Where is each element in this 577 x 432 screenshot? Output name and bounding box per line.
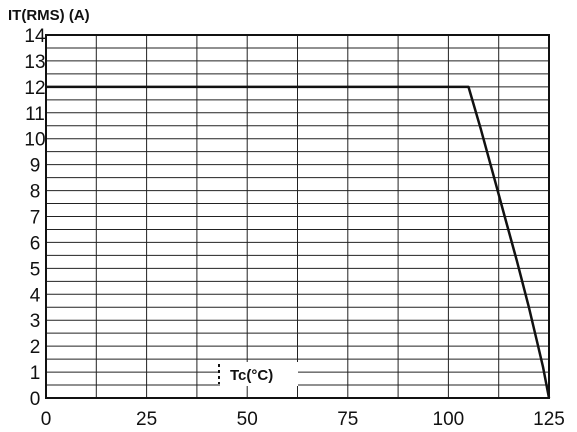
y-tick-label: 14 [24, 26, 46, 47]
x-tick-label: 75 [337, 409, 358, 430]
x-tick-label: 125 [533, 409, 565, 430]
y-tick-label: 0 [30, 389, 41, 410]
x-tick-label: 25 [136, 409, 157, 430]
y-tick-label: 11 [25, 104, 45, 125]
y-tick-label: 13 [24, 52, 45, 73]
y-tick-label: 1 [30, 363, 41, 384]
x-tick-label: 100 [433, 409, 465, 430]
y-tick-label: 8 [30, 182, 41, 203]
x-tick-label: 50 [237, 409, 258, 430]
y-tick-label: 10 [24, 130, 45, 151]
y-tick-label: 5 [30, 259, 41, 280]
curve-layer [46, 85, 551, 399]
y-axis-title: IT(RMS) (A) [8, 7, 90, 24]
x-axis-title-background [220, 362, 298, 386]
grid [45, 34, 550, 399]
x-axis-title: Tc(°C) [230, 367, 273, 384]
x-tick-label: 0 [41, 409, 52, 430]
y-tick-label: 4 [30, 285, 41, 306]
series-line [46, 85, 551, 399]
y-tick-label: 6 [30, 233, 41, 254]
y-tick-label: 12 [24, 78, 45, 99]
y-tick-label: 7 [30, 208, 41, 229]
x-tick-labels: 0 25 50 75 100 125 [41, 409, 565, 430]
y-tick-label: 2 [30, 337, 41, 358]
plot-frame [45, 34, 550, 399]
y-tick-label: 9 [30, 156, 41, 177]
y-tick-label: 3 [30, 311, 41, 332]
